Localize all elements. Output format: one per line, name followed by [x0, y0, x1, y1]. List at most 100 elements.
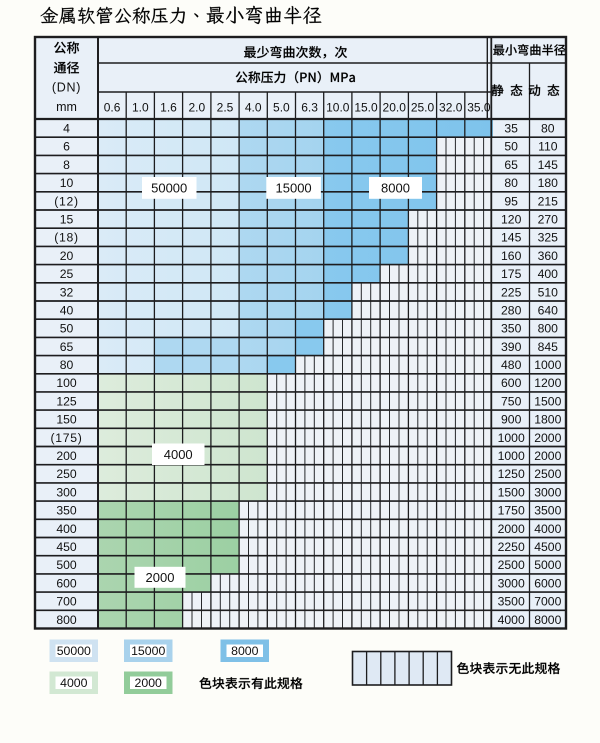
svg-text:25: 25	[60, 267, 74, 281]
svg-text:3500: 3500	[498, 595, 525, 609]
svg-text:10.0: 10.0	[326, 100, 350, 114]
svg-text:400: 400	[56, 522, 77, 536]
svg-text:(175): (175)	[51, 431, 83, 445]
svg-text:(18): (18)	[54, 231, 78, 245]
svg-text:50000: 50000	[57, 644, 91, 658]
svg-text:175: 175	[501, 267, 522, 281]
svg-text:215: 215	[538, 194, 559, 208]
svg-text:145: 145	[538, 158, 559, 172]
svg-text:1500: 1500	[498, 485, 525, 499]
svg-text:80: 80	[504, 176, 518, 190]
svg-text:2000: 2000	[534, 449, 561, 463]
svg-text:8000: 8000	[534, 613, 561, 627]
svg-text:20.0: 20.0	[383, 100, 407, 114]
svg-text:80: 80	[541, 122, 555, 136]
svg-text:7000: 7000	[534, 595, 561, 609]
svg-text:50000: 50000	[151, 181, 187, 196]
svg-text:2000: 2000	[498, 522, 525, 536]
svg-text:280: 280	[501, 304, 522, 318]
svg-text:640: 640	[538, 304, 559, 318]
svg-text:15000: 15000	[276, 181, 312, 196]
svg-text:32.0: 32.0	[439, 100, 463, 114]
svg-text:2.5: 2.5	[217, 100, 234, 114]
svg-text:400: 400	[538, 267, 559, 281]
svg-text:600: 600	[501, 376, 522, 390]
svg-text:225: 225	[501, 285, 522, 299]
svg-text:65: 65	[504, 158, 518, 172]
svg-text:1.6: 1.6	[160, 100, 177, 114]
svg-text:8000: 8000	[381, 181, 410, 196]
svg-text:110: 110	[538, 140, 558, 154]
svg-text:360: 360	[538, 249, 559, 263]
svg-text:2000: 2000	[135, 676, 163, 690]
svg-text:1250: 1250	[498, 467, 525, 481]
svg-text:350: 350	[501, 322, 522, 336]
svg-text:2000: 2000	[146, 570, 175, 585]
svg-text:4000: 4000	[498, 613, 525, 627]
svg-text:300: 300	[56, 485, 77, 499]
svg-text:510: 510	[538, 285, 559, 299]
svg-text:250: 250	[56, 467, 77, 481]
svg-text:(DN): (DN)	[52, 81, 81, 95]
svg-text:800: 800	[538, 322, 559, 336]
svg-text:20: 20	[60, 249, 74, 263]
svg-text:2250: 2250	[498, 540, 525, 554]
svg-text:8000: 8000	[231, 644, 259, 658]
svg-text:2.0: 2.0	[188, 100, 205, 114]
svg-text:200: 200	[56, 449, 77, 463]
svg-text:4000: 4000	[164, 447, 193, 462]
svg-text:100: 100	[56, 376, 77, 390]
svg-text:5000: 5000	[534, 558, 561, 572]
svg-text:1000: 1000	[498, 449, 525, 463]
svg-text:8: 8	[63, 158, 70, 172]
svg-text:6000: 6000	[534, 576, 561, 590]
svg-text:900: 900	[501, 413, 522, 427]
svg-text:145: 145	[501, 231, 522, 245]
svg-text:500: 500	[56, 558, 77, 572]
svg-text:4.0: 4.0	[245, 100, 262, 114]
svg-text:4500: 4500	[534, 540, 561, 554]
svg-text:35: 35	[504, 122, 518, 136]
svg-text:50: 50	[504, 140, 518, 154]
svg-text:15.0: 15.0	[354, 100, 378, 114]
svg-text:4000: 4000	[60, 676, 88, 690]
svg-text:350: 350	[56, 504, 77, 518]
svg-text:480: 480	[501, 358, 522, 372]
svg-text:15000: 15000	[131, 644, 165, 658]
svg-text:4000: 4000	[534, 522, 561, 536]
svg-text:80: 80	[60, 358, 74, 372]
svg-text:40: 40	[60, 304, 74, 318]
svg-text:3500: 3500	[534, 504, 561, 518]
svg-text:4: 4	[63, 122, 70, 136]
svg-text:0.6: 0.6	[104, 100, 121, 114]
svg-text:845: 845	[538, 340, 559, 354]
svg-text:390: 390	[501, 340, 522, 354]
svg-text:10: 10	[60, 176, 74, 190]
svg-text:(12): (12)	[54, 194, 78, 208]
svg-text:125: 125	[56, 394, 77, 408]
svg-text:325: 325	[538, 231, 559, 245]
svg-text:35.0: 35.0	[467, 100, 491, 114]
svg-text:270: 270	[538, 213, 559, 227]
svg-text:450: 450	[56, 540, 77, 554]
svg-text:95: 95	[504, 194, 518, 208]
svg-text:15: 15	[60, 213, 74, 227]
svg-text:180: 180	[538, 176, 559, 190]
svg-text:25.0: 25.0	[411, 100, 435, 114]
svg-text:6: 6	[63, 140, 70, 154]
svg-text:150: 150	[56, 413, 77, 427]
svg-text:65: 65	[60, 340, 74, 354]
svg-text:600: 600	[56, 576, 77, 590]
svg-text:1000: 1000	[498, 431, 525, 445]
svg-text:50: 50	[60, 322, 74, 336]
svg-text:3000: 3000	[498, 576, 525, 590]
svg-text:160: 160	[501, 249, 522, 263]
svg-text:700: 700	[56, 595, 77, 609]
svg-text:1.0: 1.0	[132, 100, 149, 114]
svg-text:1800: 1800	[534, 413, 561, 427]
svg-text:6.3: 6.3	[301, 100, 318, 114]
svg-text:2500: 2500	[498, 558, 525, 572]
svg-text:2000: 2000	[534, 431, 561, 445]
svg-text:32: 32	[60, 285, 74, 299]
svg-text:2500: 2500	[534, 467, 561, 481]
